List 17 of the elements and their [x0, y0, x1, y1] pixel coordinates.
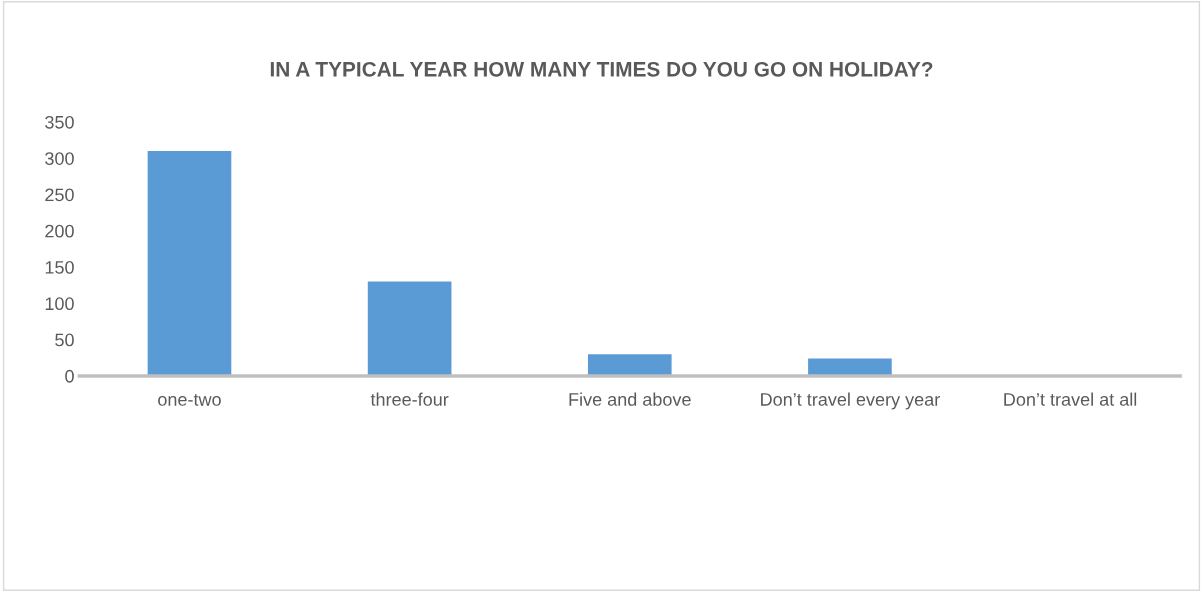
y-tick-label: 200 [45, 224, 74, 238]
x-tick-label: Don’t travel every year [761, 392, 940, 410]
y-tick-label: 350 [45, 115, 74, 129]
y-tick-label: 100 [45, 297, 74, 311]
bar [587, 354, 672, 376]
y-tick-label: 0 [65, 369, 74, 383]
chart-title: IN A TYPICAL YEAR HOW MANY TIMES DO YOU GO ON HOLIDAY? [270, 61, 933, 77]
x-tick-label: Five and above [569, 392, 691, 406]
bar [367, 281, 452, 376]
x-tick-label: Don’t travel at all [1004, 392, 1137, 406]
x-tick-label: one-two [158, 394, 221, 406]
y-tick-label: 150 [45, 261, 74, 274]
y-tick-label: 250 [45, 188, 74, 202]
y-tick-label: 300 [45, 152, 74, 165]
y-tick-label: 50 [55, 333, 74, 347]
bar [147, 150, 232, 376]
x-tick-label: three-four [370, 392, 449, 406]
